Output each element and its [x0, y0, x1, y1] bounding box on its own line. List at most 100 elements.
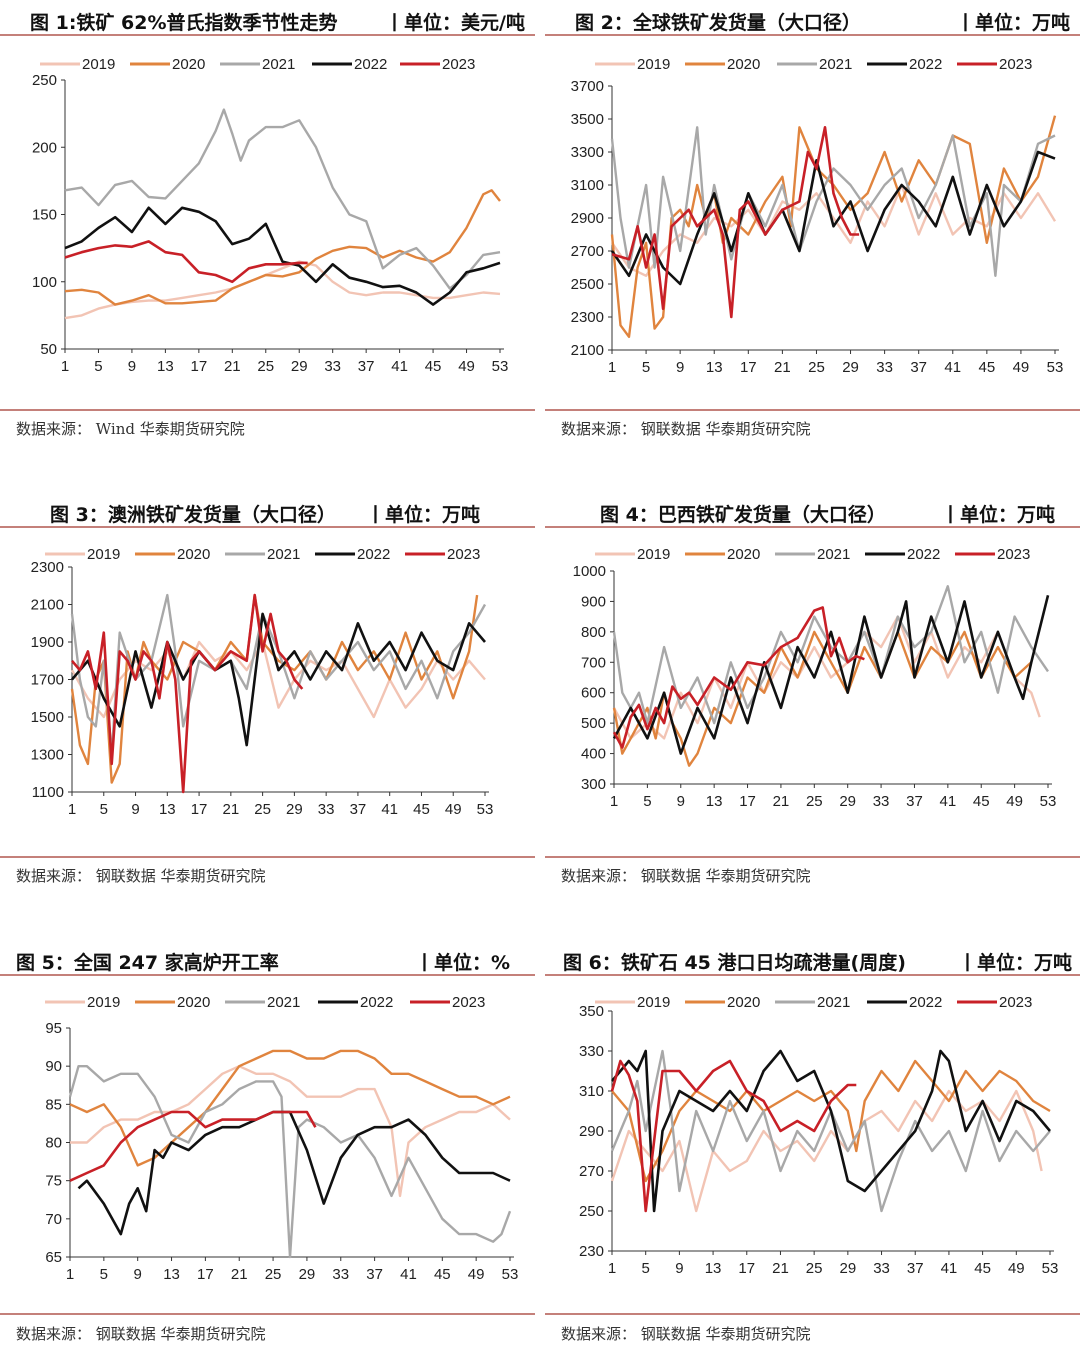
chart-panel-4: 图 4：巴西铁矿发货量（大口径） 丨单位：万吨 300 400 500 600 700 8… — [545, 492, 1080, 902]
y-tick-label: 290 — [579, 1123, 604, 1140]
y-tick-label: 1700 — [31, 672, 64, 689]
x-tick-label: 9 — [128, 358, 136, 375]
legend-label-2023: 2023 — [442, 56, 475, 73]
y-tick-label: 2700 — [571, 243, 604, 260]
legend-label-2023: 2023 — [999, 994, 1032, 1011]
x-tick-label: 1 — [608, 359, 616, 376]
x-tick-label: 37 — [366, 1266, 383, 1283]
x-tick-label: 37 — [907, 1260, 924, 1277]
chart-panel-5: 图 5：全国 247 家高炉开工率 丨单位：% 65 70 75 80 85 90 95 1 5… — [0, 940, 535, 1360]
x-tick-label: 9 — [677, 793, 685, 810]
x-tick-label: 33 — [332, 1266, 349, 1283]
legend: 2019 2020 2021 2022 2023 — [595, 56, 1032, 73]
source-rule — [0, 409, 535, 411]
x-tick-label: 9 — [134, 1266, 142, 1283]
x-tick-label: 13 — [159, 801, 176, 818]
chart-panel-2: 图 2：全球铁矿发货量（大口径） 丨单位：万吨 2100 2300 2500 2700… — [545, 0, 1080, 450]
chart-title: 图 6：铁矿石 45 港口日均疏港量(周度) — [563, 952, 906, 974]
chart-title: 图 4：巴西铁矿发货量（大口径） — [600, 504, 886, 526]
x-tick-label: 33 — [876, 359, 893, 376]
series-line-2021 — [612, 585, 1049, 725]
legend-label-2021: 2021 — [817, 546, 850, 563]
x-tick-label: 21 — [224, 358, 241, 375]
y-tick-label: 80 — [45, 1135, 62, 1152]
x-tick-label: 13 — [163, 1266, 180, 1283]
x-tick-label: 53 — [1047, 359, 1064, 376]
legend-label-2020: 2020 — [727, 994, 760, 1011]
y-tick-label: 310 — [579, 1083, 604, 1100]
y-tick-label: 3500 — [571, 111, 604, 128]
chart-panel-3: 图 3：澳洲铁矿发货量（大口径） 丨单位：万吨 1100 1300 1500 1700… — [0, 492, 535, 902]
y-tick-label: 250 — [579, 1203, 604, 1220]
chart-panel-6: 图 6：铁矿石 45 港口日均疏港量(周度) 丨单位：万吨 230 250 270 2… — [545, 940, 1080, 1360]
x-tick-label: 37 — [358, 358, 375, 375]
y-tick-label: 1500 — [31, 709, 64, 726]
y-tick-label: 3300 — [571, 144, 604, 161]
source-note: 数据来源： 钢联数据 华泰期货研究院 — [561, 420, 811, 438]
series-line-2023 — [71, 593, 304, 794]
y-tick-label: 1000 — [573, 563, 606, 580]
series-line-2021 — [68, 1064, 512, 1259]
y-tick-label: 2900 — [571, 210, 604, 227]
legend-label-2019: 2019 — [637, 56, 670, 73]
x-tick-label: 25 — [806, 793, 823, 810]
x-tick-label: 13 — [705, 1260, 722, 1277]
series-line-2020 — [69, 1049, 511, 1167]
x-tick-label: 49 — [1013, 359, 1030, 376]
series-line-2021 — [610, 126, 1056, 278]
series-line-2022 — [612, 594, 1050, 755]
title-rule — [545, 526, 1080, 528]
chart-svg: 230 250 270 290 310 330 350 1 5 9 13 17 21 25 29 33 37 41… — [579, 994, 1058, 1277]
series-line-2022 — [77, 1110, 511, 1236]
x-tick-label: 45 — [973, 793, 990, 810]
x-tick-label: 9 — [131, 801, 139, 818]
x-tick-label: 41 — [400, 1266, 417, 1283]
y-tick-label: 75 — [45, 1173, 62, 1190]
x-tick-label: 41 — [940, 793, 957, 810]
panel-title: 图 4：巴西铁矿发货量（大口径） 丨单位：万吨 — [545, 492, 1080, 526]
source-note: 数据来源： 钢联数据 华泰期货研究院 — [16, 1325, 266, 1343]
legend-label-2022: 2022 — [907, 546, 940, 563]
y-tick-label: 90 — [45, 1058, 62, 1075]
chart-panel-1: 图 1:铁矿 62%普氏指数季节性走势 丨单位：美元/吨 50 100 150 200… — [0, 0, 535, 450]
x-tick-label: 45 — [979, 359, 996, 376]
x-tick-label: 29 — [840, 1260, 857, 1277]
y-tick-label: 70 — [45, 1211, 62, 1228]
series-line-2020 — [64, 189, 501, 306]
source-rule — [0, 856, 535, 858]
x-tick-label: 25 — [257, 358, 274, 375]
x-tick-label: 9 — [676, 359, 684, 376]
y-tick-label: 100 — [32, 274, 57, 291]
x-tick-label: 53 — [1040, 793, 1057, 810]
y-tick-label: 2100 — [31, 597, 64, 614]
legend-label-2020: 2020 — [727, 546, 760, 563]
x-tick-label: 13 — [157, 358, 174, 375]
legend: 2019 2020 2021 2022 2023 — [45, 546, 480, 563]
source-rule — [545, 409, 1080, 411]
x-tick-label: 1 — [61, 358, 69, 375]
x-tick-label: 17 — [191, 358, 208, 375]
x-tick-label: 33 — [318, 801, 335, 818]
panel-title: 图 6：铁矿石 45 港口日均疏港量(周度) 丨单位：万吨 — [545, 940, 1080, 974]
series-line-2019 — [70, 1064, 511, 1198]
chart-unit: 丨单位：万吨 — [957, 952, 1072, 974]
series-line-2021 — [610, 1049, 1051, 1213]
series-line-2019 — [611, 183, 1057, 278]
series-line-2023 — [69, 1110, 317, 1182]
legend-label-2023: 2023 — [452, 994, 485, 1011]
x-tick-label: 29 — [842, 359, 859, 376]
chart-svg: 65 70 75 80 85 90 95 1 5 9 13 17 21 25 29 33 37 41 45 49 53 2… — [45, 994, 518, 1283]
series-line-2022 — [64, 206, 501, 306]
y-tick-label: 1900 — [31, 634, 64, 651]
legend-label-2021: 2021 — [267, 546, 300, 563]
x-tick-label: 5 — [100, 1266, 108, 1283]
legend-label-2019: 2019 — [82, 56, 115, 73]
x-tick-label: 5 — [643, 793, 651, 810]
legend: 2019 2020 2021 2022 2023 — [40, 56, 475, 73]
y-tick-label: 3100 — [571, 177, 604, 194]
x-tick-label: 5 — [94, 358, 102, 375]
x-tick-label: 45 — [413, 801, 430, 818]
x-tick-label: 29 — [291, 358, 308, 375]
x-tick-label: 1 — [66, 1266, 74, 1283]
chart-title: 图 1:铁矿 62%普氏指数季节性走势 — [30, 12, 338, 34]
